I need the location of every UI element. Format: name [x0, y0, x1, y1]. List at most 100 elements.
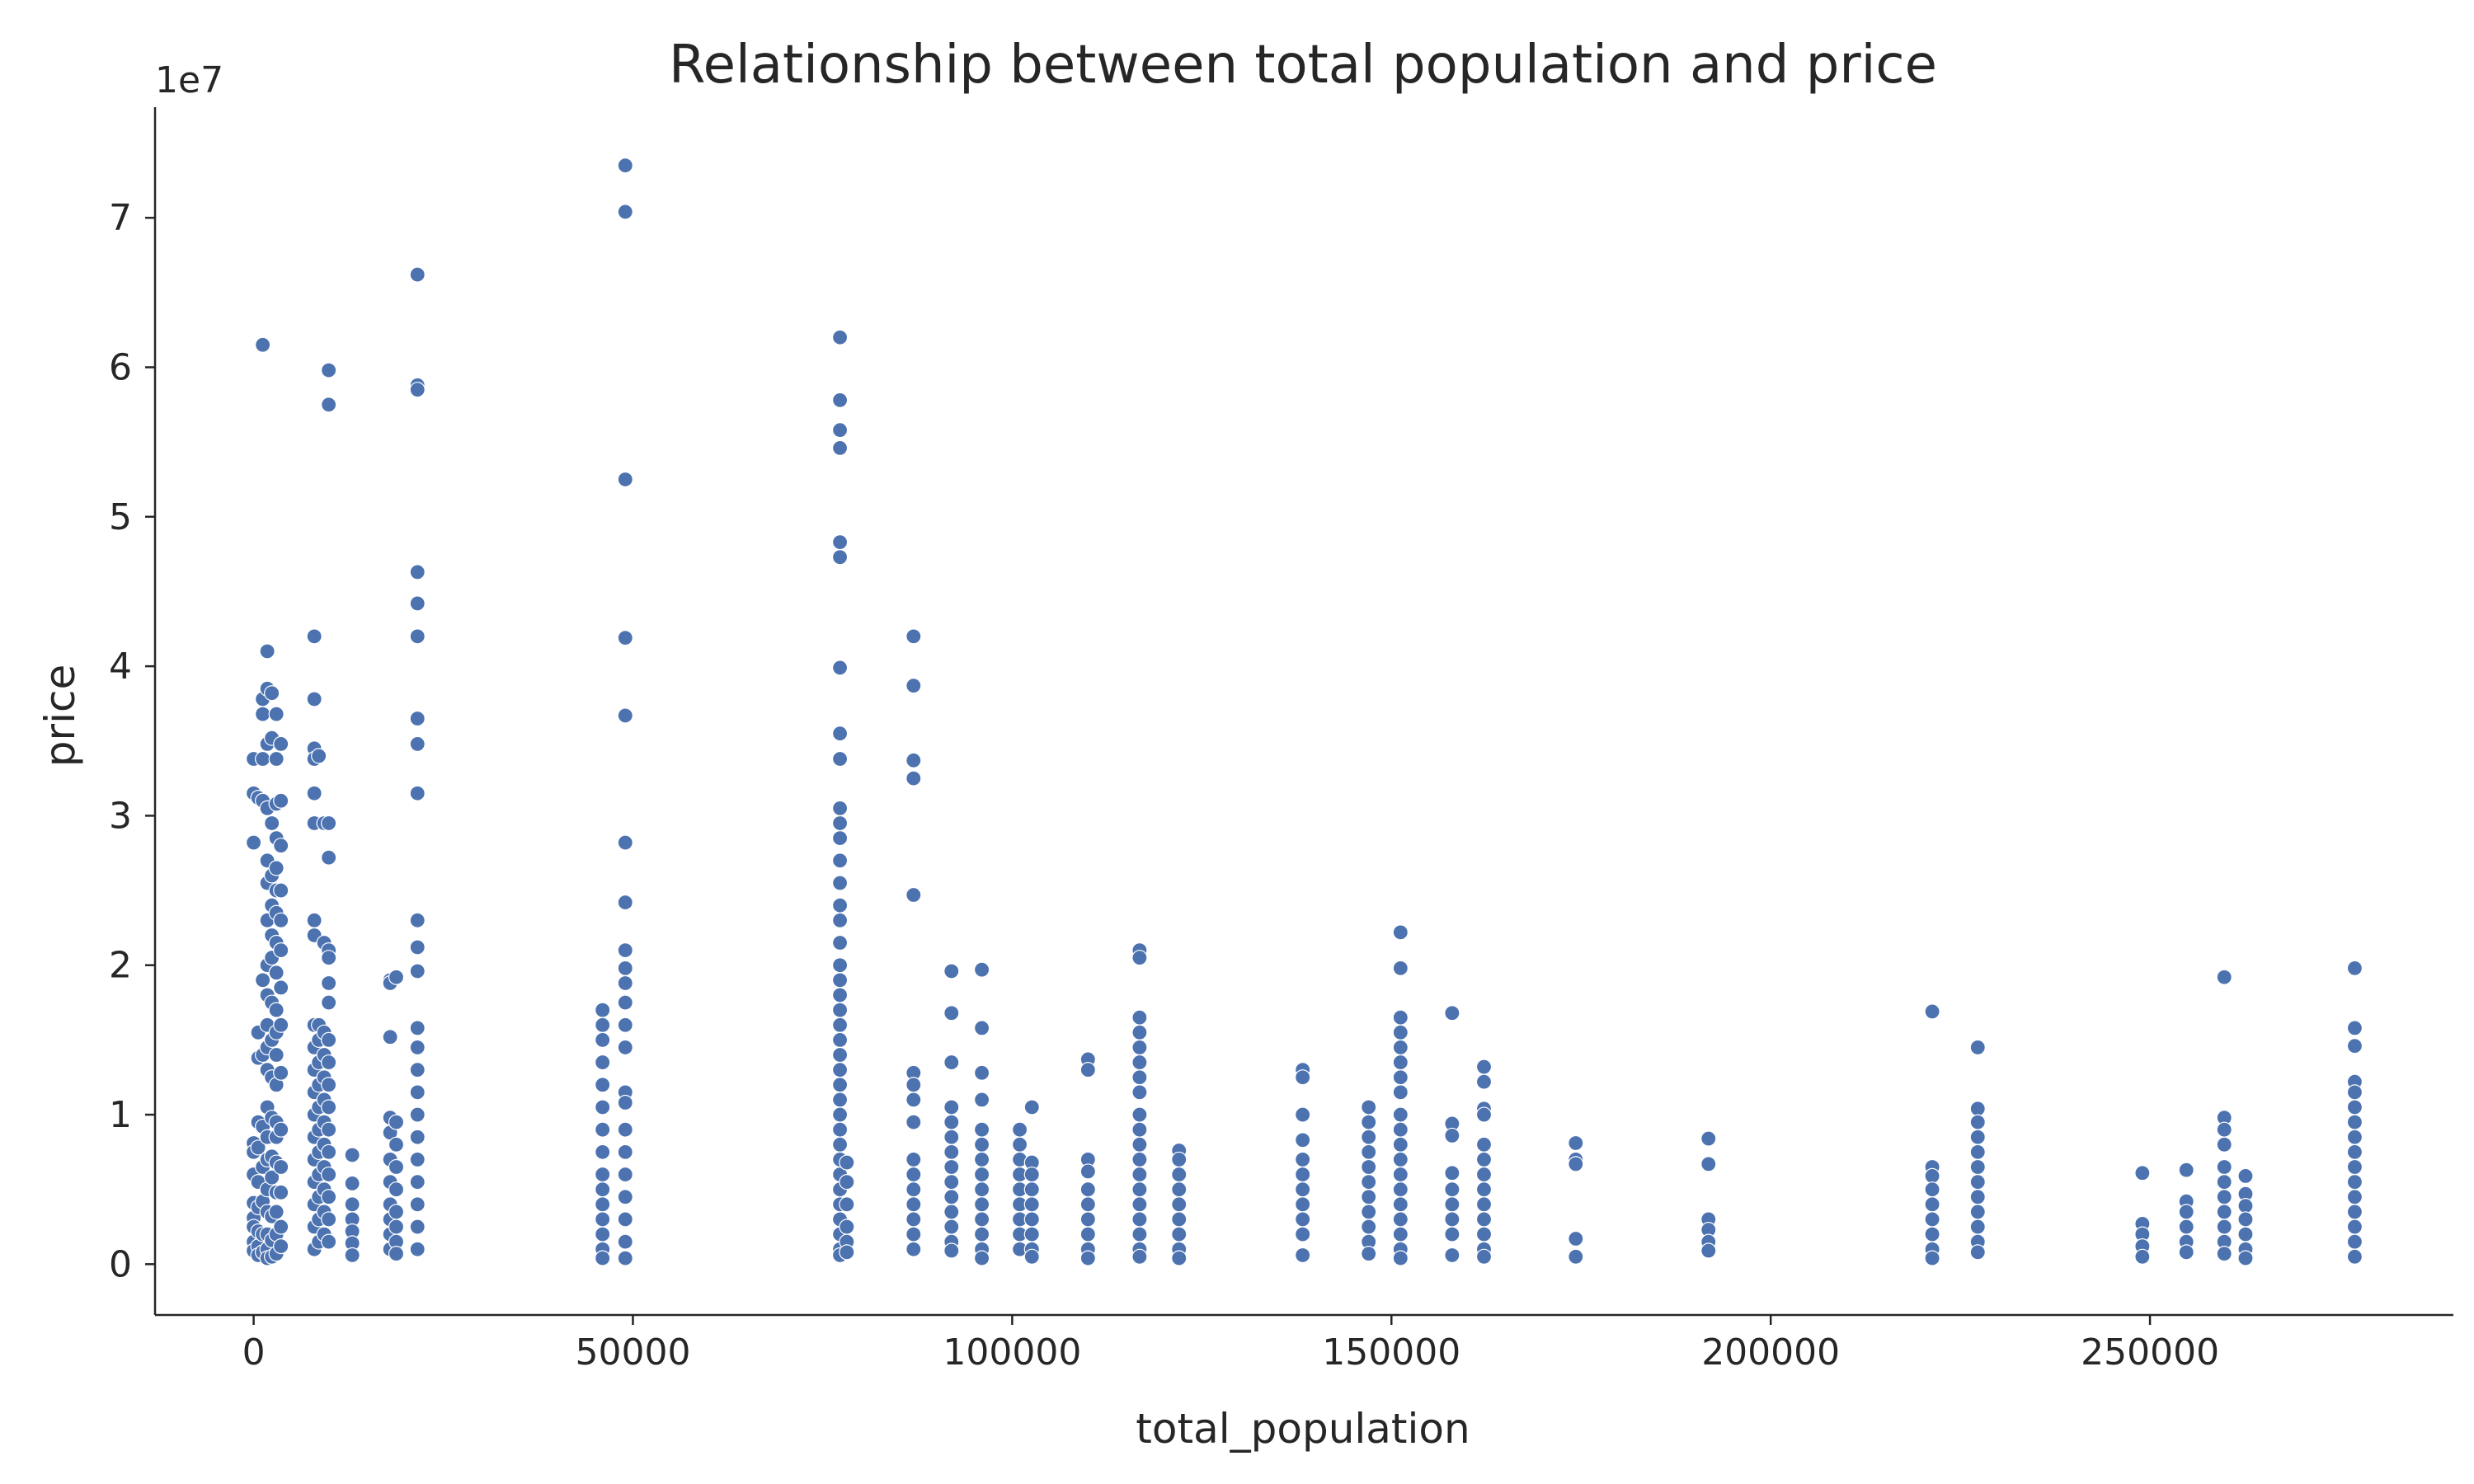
- data-point: [273, 979, 289, 996]
- data-point: [344, 1147, 360, 1163]
- data-point: [617, 204, 633, 220]
- data-point: [1444, 1226, 1460, 1242]
- data-point: [617, 630, 633, 646]
- data-point: [905, 1181, 922, 1198]
- data-point: [321, 1054, 337, 1071]
- data-point: [306, 785, 322, 801]
- data-point: [905, 1196, 922, 1213]
- data-point: [973, 1136, 990, 1153]
- data-point: [1444, 1196, 1460, 1213]
- data-point: [831, 987, 849, 1003]
- data-point: [617, 942, 633, 959]
- data-point: [1924, 1167, 1940, 1184]
- data-point: [273, 1121, 289, 1138]
- data-point: [311, 748, 327, 764]
- data-point: [388, 1136, 405, 1153]
- data-point: [409, 1219, 426, 1235]
- data-point: [2346, 1204, 2363, 1220]
- data-point: [1924, 1196, 1940, 1213]
- data-point: [595, 1017, 611, 1033]
- data-point: [595, 1054, 611, 1071]
- data-point: [409, 963, 426, 979]
- y-axis-ticks: 0 1 2 3 4 5 6 7: [109, 197, 155, 1285]
- data-point: [1392, 1136, 1409, 1153]
- data-point: [1568, 1134, 1584, 1152]
- data-point: [2346, 1219, 2363, 1235]
- data-point: [1475, 1106, 1493, 1123]
- data-point: [595, 1211, 611, 1228]
- data-point: [617, 1017, 633, 1033]
- data-point: [831, 1136, 849, 1153]
- data-point: [1023, 1211, 1040, 1228]
- data-point: [1568, 1156, 1584, 1172]
- data-point: [268, 706, 285, 722]
- data-point: [1131, 1166, 1148, 1183]
- data-point: [409, 710, 426, 727]
- data-point: [409, 628, 426, 645]
- data-point: [595, 1196, 611, 1213]
- data-point: [2134, 1248, 2151, 1265]
- data-point: [2346, 1233, 2363, 1250]
- data-point: [617, 1233, 633, 1250]
- data-point: [973, 1064, 990, 1081]
- data-point: [1361, 1158, 1377, 1176]
- data-point: [344, 1247, 360, 1264]
- data-point: [1171, 1196, 1188, 1213]
- data-point: [905, 1077, 922, 1093]
- data-point: [2178, 1162, 2194, 1178]
- data-point: [1079, 1250, 1096, 1266]
- data-point: [1295, 1069, 1311, 1086]
- data-point: [831, 1017, 849, 1033]
- data-point: [409, 939, 426, 956]
- data-point: [1444, 1181, 1460, 1198]
- y-tick-label: 3: [109, 795, 132, 837]
- data-point: [2346, 1248, 2363, 1265]
- data-point: [306, 628, 322, 645]
- data-point: [943, 1204, 960, 1220]
- data-point: [409, 1151, 426, 1168]
- data-point: [321, 1189, 337, 1205]
- data-point: [617, 994, 633, 1011]
- data-point: [1023, 1181, 1040, 1198]
- data-point: [409, 735, 426, 752]
- data-point: [905, 1114, 922, 1130]
- data-point: [2346, 1020, 2363, 1036]
- data-point: [2346, 1158, 2363, 1176]
- data-point: [1171, 1226, 1188, 1242]
- data-point: [1131, 1024, 1148, 1040]
- data-point: [1444, 1211, 1460, 1228]
- data-point: [1969, 1129, 1986, 1145]
- data-point: [1023, 1196, 1040, 1213]
- data-point: [1568, 1248, 1584, 1265]
- data-point: [1392, 1024, 1409, 1040]
- data-point: [617, 1094, 633, 1111]
- data-point: [1475, 1136, 1493, 1153]
- y-tick-label: 7: [109, 197, 132, 239]
- data-point: [321, 1121, 337, 1138]
- data-point: [1475, 1059, 1493, 1075]
- data-point: [2216, 1246, 2232, 1262]
- data-point: [617, 1211, 633, 1228]
- data-point: [1361, 1144, 1377, 1160]
- data-point: [831, 1121, 849, 1138]
- data-point: [321, 1166, 337, 1183]
- data-point: [1079, 1196, 1096, 1213]
- data-point: [382, 1029, 398, 1045]
- data-point: [2346, 1129, 2363, 1145]
- data-point: [831, 830, 849, 847]
- data-point: [1969, 1189, 1986, 1205]
- data-point: [1969, 1158, 1986, 1176]
- data-point: [839, 1244, 855, 1261]
- data-point: [1392, 1121, 1409, 1138]
- data-point: [595, 1181, 611, 1198]
- data-point: [595, 1031, 611, 1048]
- data-point: [1568, 1230, 1584, 1247]
- data-point: [1131, 1136, 1148, 1153]
- data-point: [595, 1166, 611, 1183]
- data-point: [1131, 950, 1148, 966]
- data-point: [1131, 1211, 1148, 1228]
- data-point: [973, 1196, 990, 1213]
- data-point: [1171, 1181, 1188, 1198]
- data-point: [264, 815, 280, 832]
